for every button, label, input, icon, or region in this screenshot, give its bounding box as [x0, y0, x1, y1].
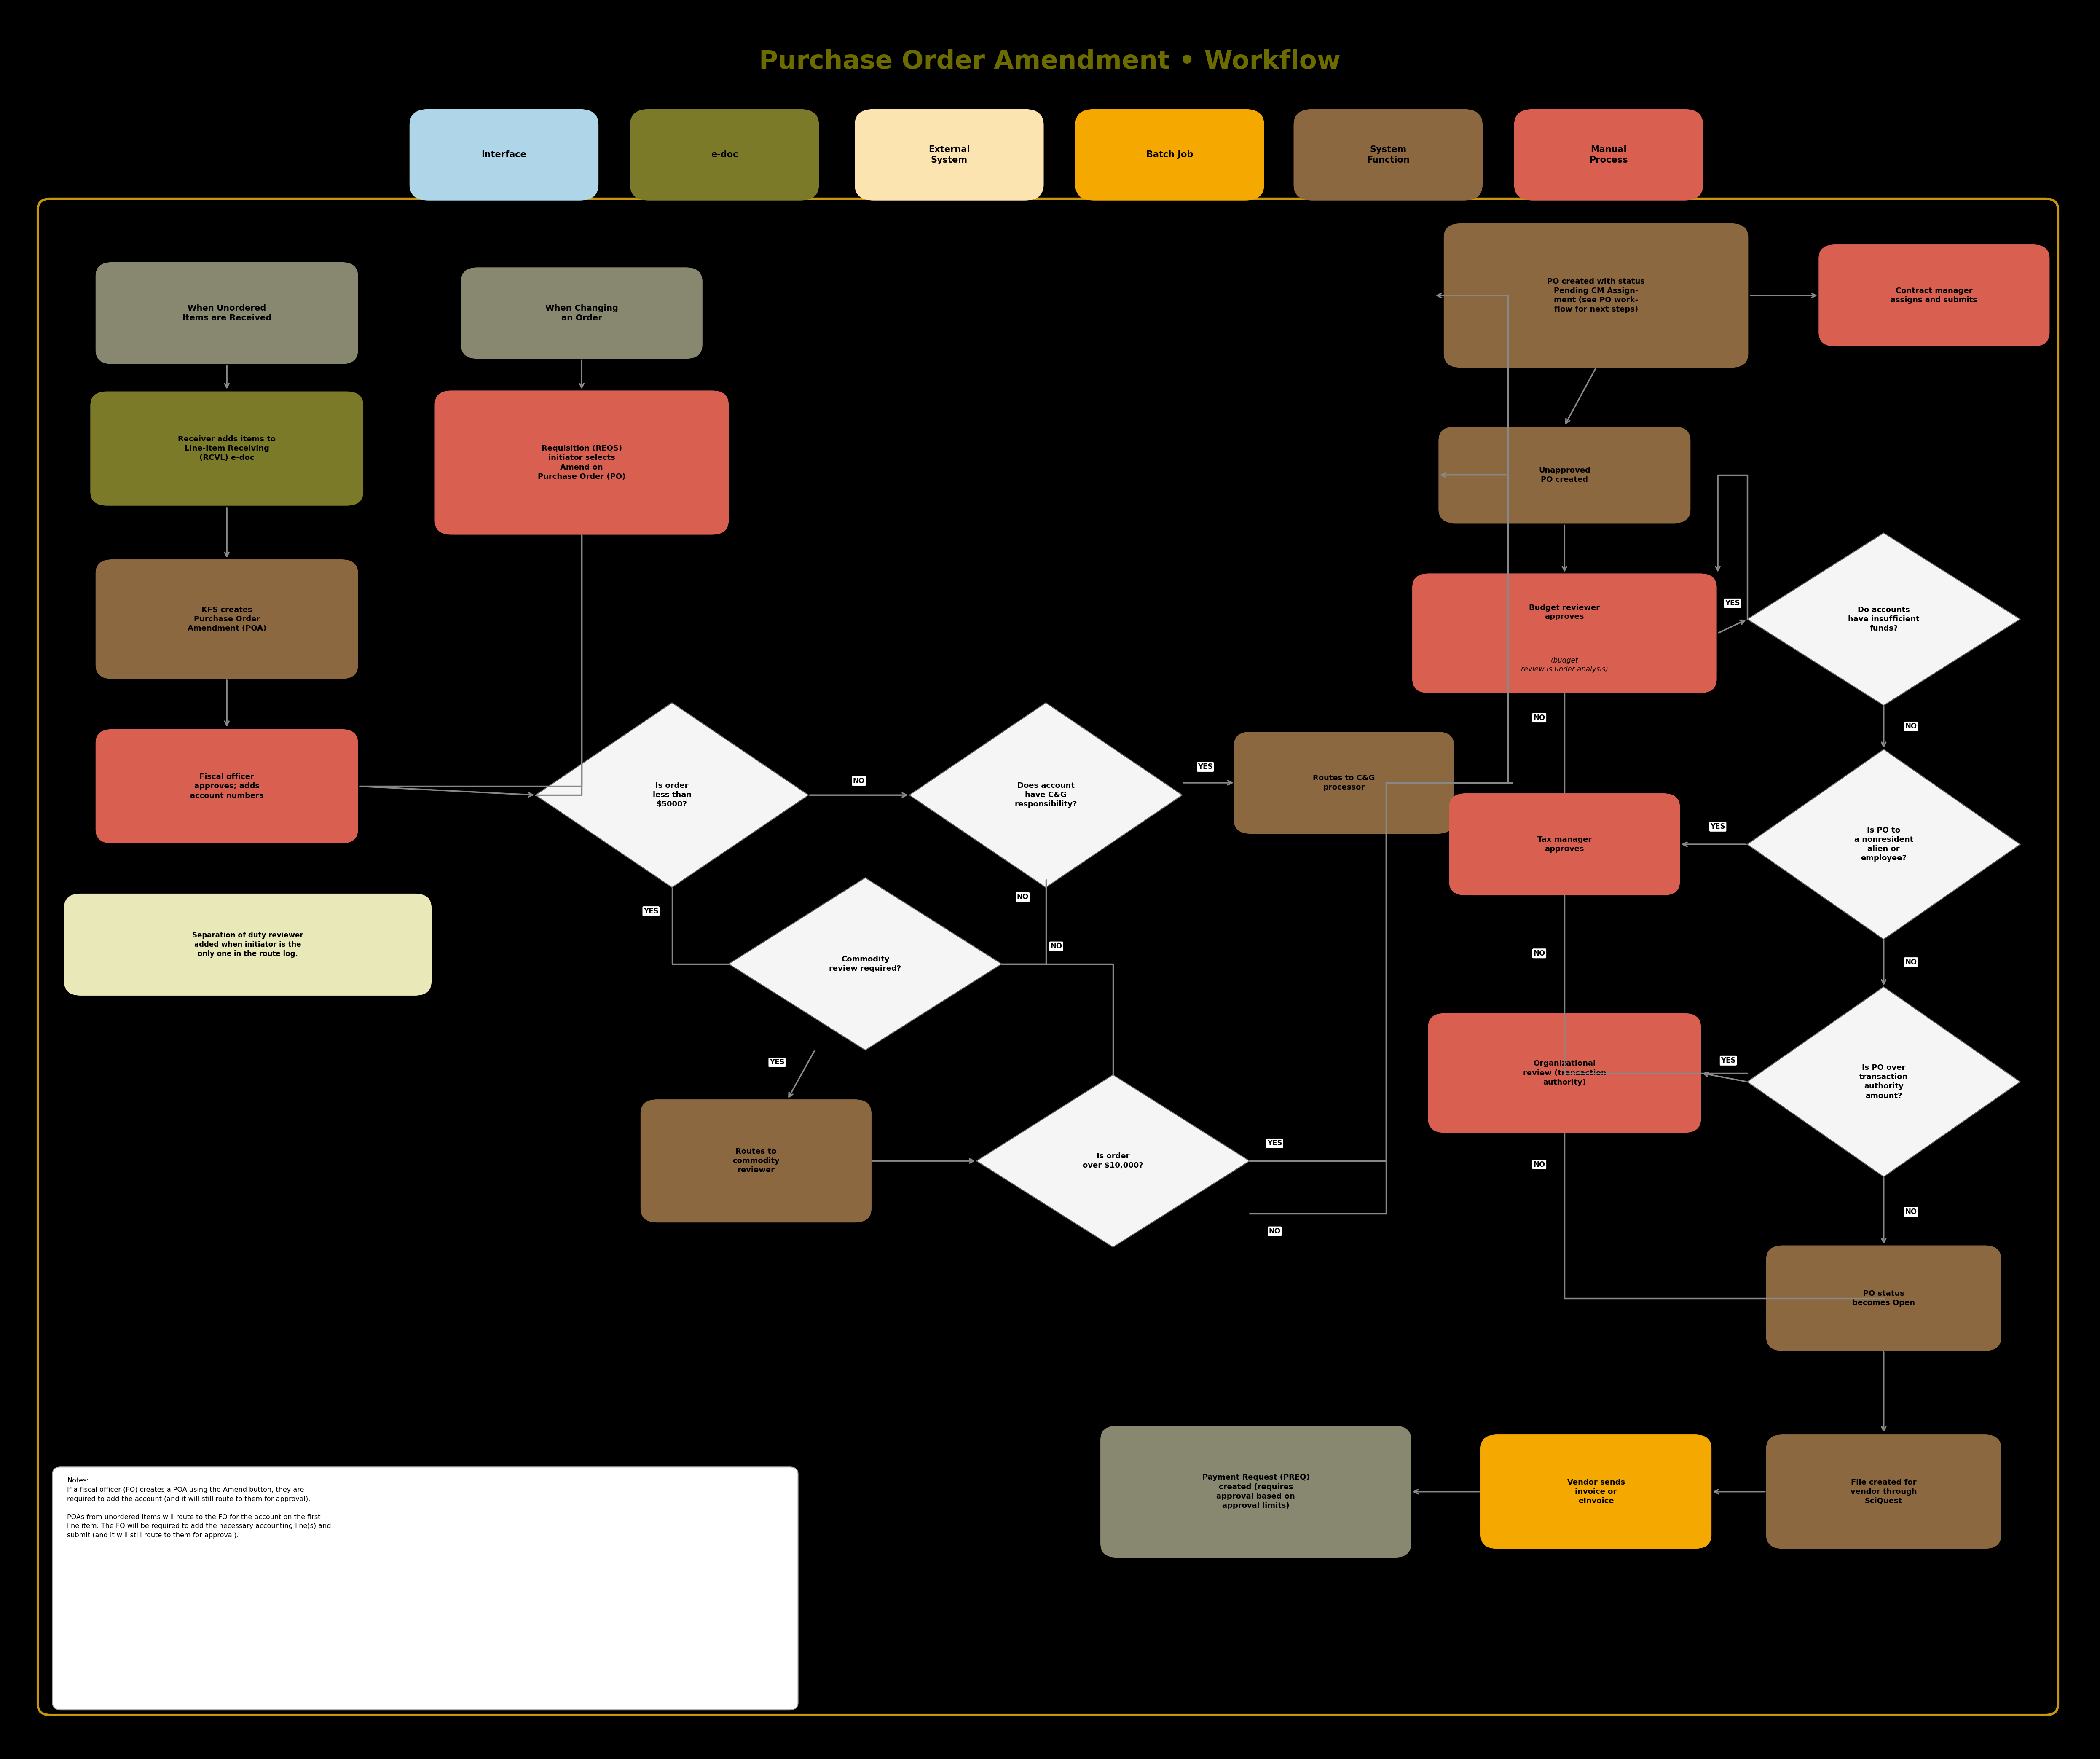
- Text: Receiver adds items to
Line-Item Receiving
(RCVL) e-doc: Receiver adds items to Line-Item Receivi…: [178, 436, 275, 461]
- Polygon shape: [909, 704, 1182, 888]
- Text: Is PO over
transaction
authority
amount?: Is PO over transaction authority amount?: [1858, 1064, 1909, 1099]
- Text: Tax manager
approves: Tax manager approves: [1537, 836, 1592, 853]
- Text: Purchase Order Amendment • Workflow: Purchase Order Amendment • Workflow: [760, 49, 1340, 74]
- Text: (budget
review is under analysis): (budget review is under analysis): [1520, 656, 1609, 674]
- FancyBboxPatch shape: [52, 1467, 798, 1710]
- Text: Does account
have C&G
responsibility?: Does account have C&G responsibility?: [1014, 783, 1077, 807]
- Text: When Changing
an Order: When Changing an Order: [546, 304, 617, 322]
- FancyBboxPatch shape: [1411, 573, 1718, 693]
- Text: External
System: External System: [928, 146, 970, 164]
- FancyBboxPatch shape: [410, 109, 598, 201]
- Polygon shape: [1747, 533, 2020, 705]
- Text: Interface: Interface: [481, 151, 527, 158]
- Text: NO: NO: [1905, 723, 1917, 730]
- Polygon shape: [977, 1075, 1250, 1247]
- FancyBboxPatch shape: [90, 392, 363, 507]
- FancyBboxPatch shape: [97, 728, 357, 844]
- Text: Is order
less than
$5000?: Is order less than $5000?: [653, 783, 691, 807]
- Text: NO: NO: [1050, 943, 1063, 950]
- FancyBboxPatch shape: [1449, 793, 1680, 895]
- Text: YES: YES: [1720, 1057, 1737, 1064]
- FancyBboxPatch shape: [1235, 732, 1453, 834]
- Text: NO: NO: [1533, 1161, 1546, 1168]
- Text: YES: YES: [769, 1059, 785, 1066]
- FancyBboxPatch shape: [1766, 1435, 2001, 1550]
- Text: Separation of duty reviewer
added when initiator is the
only one in the route lo: Separation of duty reviewer added when i…: [193, 932, 302, 957]
- Text: NO: NO: [1533, 950, 1546, 957]
- Text: Batch Job: Batch Job: [1147, 151, 1193, 158]
- FancyBboxPatch shape: [630, 109, 819, 201]
- Text: Commodity
review required?: Commodity review required?: [830, 955, 901, 973]
- Text: YES: YES: [1197, 763, 1214, 770]
- FancyBboxPatch shape: [1075, 109, 1264, 201]
- Text: PO created with status
Pending CM Assign-
ment (see PO work-
flow for next steps: PO created with status Pending CM Assign…: [1548, 278, 1644, 313]
- Polygon shape: [1747, 749, 2020, 939]
- Text: Is PO to
a nonresident
alien or
employee?: Is PO to a nonresident alien or employee…: [1854, 827, 1913, 862]
- FancyBboxPatch shape: [1428, 1013, 1701, 1133]
- Text: Budget reviewer
approves: Budget reviewer approves: [1529, 603, 1600, 621]
- Text: Fiscal officer
approves; adds
account numbers: Fiscal officer approves; adds account nu…: [189, 774, 265, 799]
- Text: KFS creates
Purchase Order
Amendment (POA): KFS creates Purchase Order Amendment (PO…: [187, 607, 267, 631]
- FancyBboxPatch shape: [1294, 109, 1483, 201]
- FancyBboxPatch shape: [1100, 1425, 1411, 1558]
- FancyBboxPatch shape: [1819, 245, 2050, 347]
- Text: Unapproved
PO created: Unapproved PO created: [1539, 466, 1590, 484]
- Text: e-doc: e-doc: [712, 151, 737, 158]
- Text: NO: NO: [1016, 894, 1029, 901]
- Text: YES: YES: [1724, 600, 1741, 607]
- FancyBboxPatch shape: [1766, 1245, 2001, 1351]
- Text: Notes:
If a fiscal officer (FO) creates a POA using the Amend button, they are
r: Notes: If a fiscal officer (FO) creates …: [67, 1478, 332, 1539]
- Text: NO: NO: [1905, 959, 1917, 966]
- FancyBboxPatch shape: [435, 390, 729, 535]
- Text: When Unordered
Items are Received: When Unordered Items are Received: [183, 304, 271, 322]
- Text: Vendor sends
invoice or
eInvoice: Vendor sends invoice or eInvoice: [1567, 1479, 1625, 1504]
- Text: Payment Request (PREQ)
created (requires
approval based on
approval limits): Payment Request (PREQ) created (requires…: [1201, 1474, 1310, 1509]
- Polygon shape: [536, 704, 808, 888]
- FancyBboxPatch shape: [97, 559, 357, 679]
- FancyBboxPatch shape: [97, 262, 357, 364]
- Text: NO: NO: [1905, 1208, 1917, 1215]
- Text: NO: NO: [1268, 1228, 1281, 1235]
- FancyBboxPatch shape: [855, 109, 1044, 201]
- Text: YES: YES: [1266, 1140, 1283, 1147]
- Text: YES: YES: [643, 908, 659, 915]
- Polygon shape: [1747, 987, 2020, 1177]
- Text: Do accounts
have insufficient
funds?: Do accounts have insufficient funds?: [1848, 607, 1919, 631]
- FancyBboxPatch shape: [1480, 1435, 1711, 1550]
- Text: Is order
over $10,000?: Is order over $10,000?: [1084, 1152, 1142, 1170]
- FancyBboxPatch shape: [63, 894, 433, 996]
- Text: System
Function: System Function: [1367, 146, 1409, 164]
- FancyBboxPatch shape: [1514, 109, 1703, 201]
- FancyBboxPatch shape: [1439, 427, 1691, 524]
- Text: Manual
Process: Manual Process: [1590, 146, 1627, 164]
- FancyBboxPatch shape: [640, 1099, 871, 1223]
- Text: Contract manager
assigns and submits: Contract manager assigns and submits: [1890, 287, 1978, 304]
- Text: YES: YES: [1709, 823, 1726, 830]
- Polygon shape: [729, 878, 1002, 1050]
- Text: Routes to C&G
processor: Routes to C&G processor: [1312, 774, 1376, 792]
- Text: Requisition (REQS)
initiator selects
Amend on
Purchase Order (PO): Requisition (REQS) initiator selects Ame…: [538, 445, 626, 480]
- Text: NO: NO: [1533, 714, 1546, 721]
- FancyBboxPatch shape: [462, 267, 701, 359]
- Text: PO status
becomes Open: PO status becomes Open: [1852, 1289, 1915, 1307]
- Text: Organizational
review (transaction
authority): Organizational review (transaction autho…: [1522, 1061, 1606, 1085]
- Text: Routes to
commodity
reviewer: Routes to commodity reviewer: [733, 1149, 779, 1173]
- Text: File created for
vendor through
SciQuest: File created for vendor through SciQuest: [1850, 1479, 1917, 1504]
- FancyBboxPatch shape: [1445, 223, 1747, 368]
- Text: NO: NO: [853, 777, 865, 785]
